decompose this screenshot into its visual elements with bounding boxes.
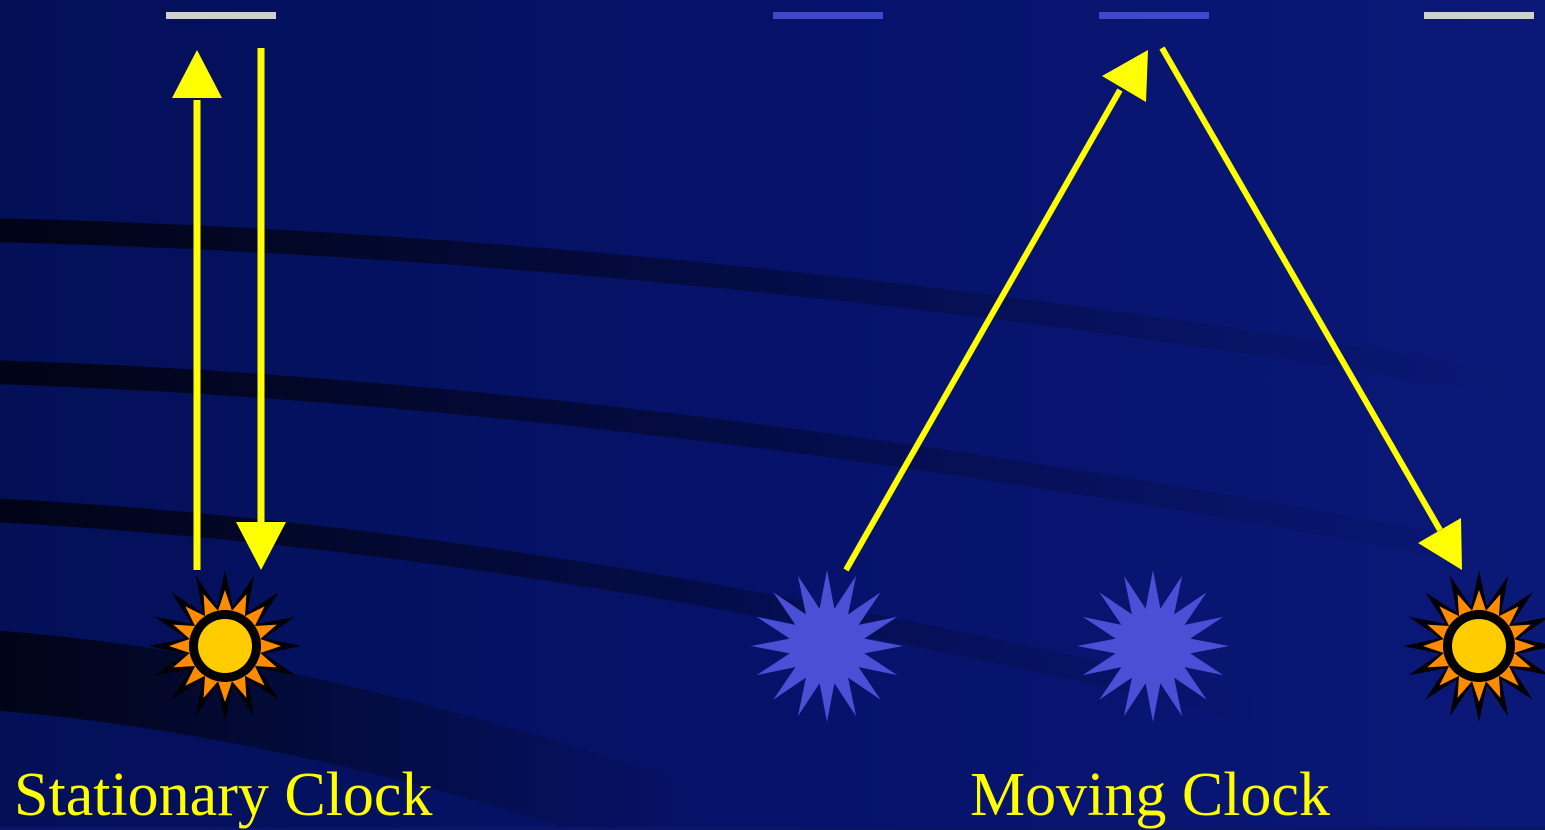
light-diagonal-up (843, 88, 1123, 572)
arrow-down-head (236, 522, 286, 570)
mirror-moving-1 (773, 12, 883, 19)
star-burst-icon (751, 570, 903, 722)
mirror-moving-2 (1099, 12, 1209, 19)
star-shape (751, 570, 903, 722)
arrow-diag-down-head (1418, 518, 1462, 570)
sun-burst-icon (149, 570, 301, 722)
star-burst-icon (1077, 570, 1229, 722)
background-swooshes (0, 77, 1533, 827)
arrow-diag-up-head (1102, 50, 1148, 102)
stationary-clock-label: Stationary Clock (14, 761, 433, 829)
stationary-light-path (172, 48, 286, 570)
sun-core (1452, 619, 1506, 673)
arrow-up-head (172, 50, 222, 98)
sun-burst-icon (1403, 570, 1545, 722)
moving-clock-label: Moving Clock (970, 761, 1330, 829)
sun-core (198, 619, 252, 673)
mirror-left (166, 12, 276, 19)
moving-light-path (843, 46, 1462, 572)
star-shape (1077, 570, 1229, 722)
light-diagonal-down (1159, 46, 1443, 532)
mirror-moving-3 (1424, 12, 1534, 19)
